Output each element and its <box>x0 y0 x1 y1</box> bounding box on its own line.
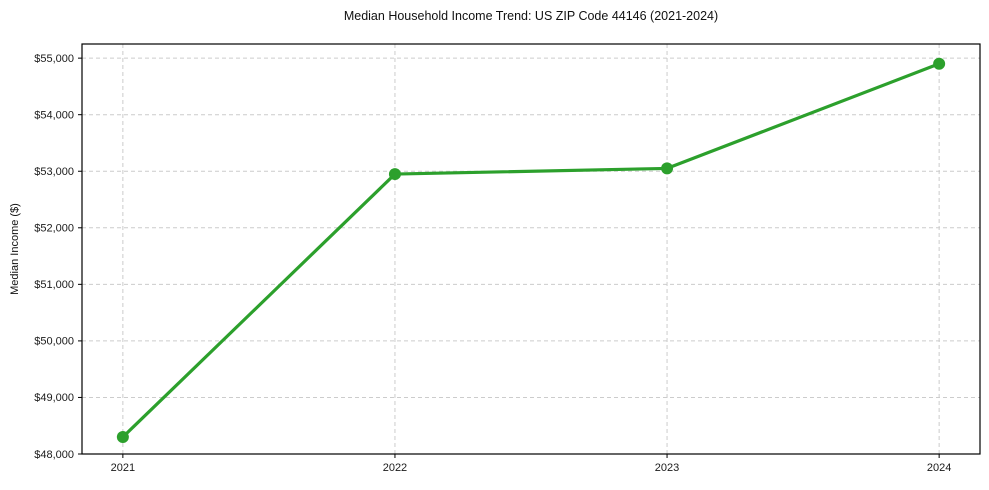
data-point-2023 <box>661 162 674 175</box>
y-tick-label: $55,000 <box>34 53 74 65</box>
y-tick-label: $48,000 <box>34 449 74 461</box>
x-tick-label: 2024 <box>927 462 951 474</box>
plot-border <box>81 43 981 455</box>
y-tick-label: $52,000 <box>34 223 74 235</box>
data-point-2024 <box>933 57 946 70</box>
x-tick-label: 2022 <box>383 462 407 474</box>
data-point-2021 <box>116 431 129 444</box>
y-tick-label: $51,000 <box>34 279 74 291</box>
y-tick-label: $50,000 <box>34 336 74 348</box>
x-tick-label: 2023 <box>655 462 679 474</box>
y-tick-label: $49,000 <box>34 392 74 404</box>
trend-line <box>121 62 941 439</box>
x-tick-label: 2021 <box>111 462 135 474</box>
chart-title: Median Household Income Trend: US ZIP Co… <box>343 9 719 23</box>
y-tick-label: $53,000 <box>34 166 74 178</box>
y-tick-label: $54,000 <box>34 109 74 121</box>
data-point-2022 <box>388 168 401 181</box>
